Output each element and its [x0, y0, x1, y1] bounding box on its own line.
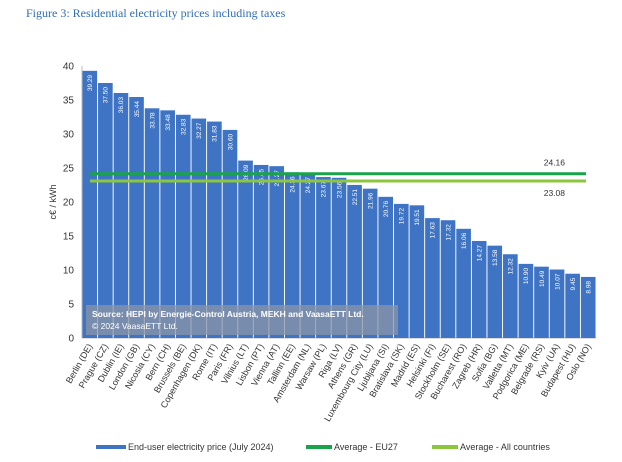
bar-value-label: 21.96	[367, 192, 374, 209]
bar	[580, 276, 596, 338]
legend: End-user electricity price (July 2024) Av…	[96, 442, 550, 452]
bar	[549, 269, 565, 338]
bar	[425, 218, 440, 338]
bar-value-label: 19.51	[414, 209, 421, 226]
bar	[440, 220, 456, 338]
bar	[534, 266, 549, 338]
bar	[113, 92, 129, 338]
y-tick-label: 10	[63, 266, 75, 277]
bar-value-label: 13.58	[492, 249, 499, 266]
bar-value-label: 24.27	[305, 177, 312, 194]
bar-value-label: 30.60	[227, 134, 234, 151]
bar-value-label: 10.49	[539, 270, 546, 287]
legend-item-eu27-swatch	[306, 445, 332, 449]
bar-value-label: 35.44	[134, 101, 141, 118]
bar	[238, 160, 253, 338]
bar	[409, 205, 425, 338]
bars-group: 39.29 37.50 36.03 35.44 33.78 33.48 32.83 32.27…	[82, 70, 596, 339]
average-eu27-label: 24.16	[544, 158, 566, 168]
source-note: Source: HEPI by Energie-Control Austria,…	[86, 305, 398, 335]
bar	[331, 177, 347, 338]
bar-value-label: 12.32	[508, 258, 515, 275]
legend-item-eu27-label: Average - EU27	[334, 442, 398, 452]
bar	[284, 172, 300, 338]
bar-value-label: 33.78	[149, 112, 156, 129]
bar-value-label: 19.72	[399, 208, 406, 225]
bar	[456, 228, 471, 338]
bar-value-label: 32.83	[181, 118, 188, 135]
bar	[518, 263, 534, 338]
category-labels: Berlin (DE)Prague (CZ)Dublin (IE)London …	[64, 342, 593, 423]
source-line-1: Source: HEPI by Energie-Control Austria,…	[92, 309, 364, 319]
y-tick-label: 20	[63, 198, 75, 209]
bar	[160, 110, 175, 338]
y-axis-title: c€ / kWh	[48, 184, 58, 219]
bar-value-label: 17.63	[430, 222, 437, 239]
legend-item-price-swatch	[96, 445, 126, 449]
legend-item-all-label: Average - All countries	[460, 442, 550, 452]
bar	[503, 254, 518, 338]
bar-value-label: 32.27	[196, 122, 203, 139]
source-line-2: © 2024 VaasaETT Ltd.	[92, 321, 178, 331]
bar-value-label: 10.07	[554, 273, 561, 290]
bar	[393, 203, 409, 338]
bar-value-label: 16.06	[461, 232, 468, 249]
bar	[347, 184, 362, 338]
bar	[129, 97, 144, 339]
bar-value-label: 24.36	[290, 176, 297, 193]
y-tick-label: 40	[63, 62, 75, 73]
bar	[82, 70, 98, 338]
bar-value-label: 39.29	[87, 74, 94, 91]
average-all-label: 23.08	[544, 188, 566, 198]
y-tick-label: 30	[63, 130, 75, 141]
bar	[269, 166, 285, 338]
bar	[98, 83, 113, 338]
bar-value-label: 14.27	[476, 245, 483, 262]
bar	[378, 196, 394, 338]
legend-item-all-swatch	[432, 445, 458, 449]
y-tick-label: 25	[63, 164, 75, 175]
bar-value-label: 36.03	[118, 97, 125, 114]
y-tick-label: 5	[68, 300, 74, 311]
y-tick-label: 0	[68, 334, 74, 345]
average-lines: 24.16 23.08	[90, 158, 586, 198]
bar-value-label: 8.98	[586, 281, 593, 294]
bar	[300, 172, 316, 338]
figure-title: Figure 3: Residential electricity prices…	[26, 6, 286, 20]
bar-value-label: 37.50	[103, 87, 110, 104]
bar-value-label: 25.45	[258, 169, 265, 186]
legend-item-price-label: End-user electricity price (July 2024)	[128, 442, 274, 452]
bar	[316, 177, 331, 338]
bar	[487, 245, 503, 338]
bar-value-label: 17.32	[445, 224, 452, 241]
bar-value-label: 25.27	[274, 170, 281, 187]
bar	[471, 240, 487, 338]
bar-value-label: 23.67	[321, 181, 328, 198]
bar-value-label: 31.83	[212, 125, 219, 142]
bar-value-label: 9.45	[570, 277, 577, 290]
y-tick-label: 15	[63, 232, 75, 243]
bar-value-label: 23.56	[336, 181, 343, 198]
y-tick-label: 35	[63, 96, 75, 107]
bar-value-label: 20.76	[383, 200, 390, 217]
bar	[175, 114, 191, 338]
bar	[253, 164, 269, 338]
bar-value-label: 22.51	[352, 189, 359, 206]
bar-value-label: 33.48	[165, 114, 172, 131]
bar	[362, 188, 378, 338]
bar-value-label: 10.90	[523, 268, 530, 285]
bar	[565, 273, 580, 338]
bar	[207, 121, 222, 338]
bar	[144, 108, 160, 339]
